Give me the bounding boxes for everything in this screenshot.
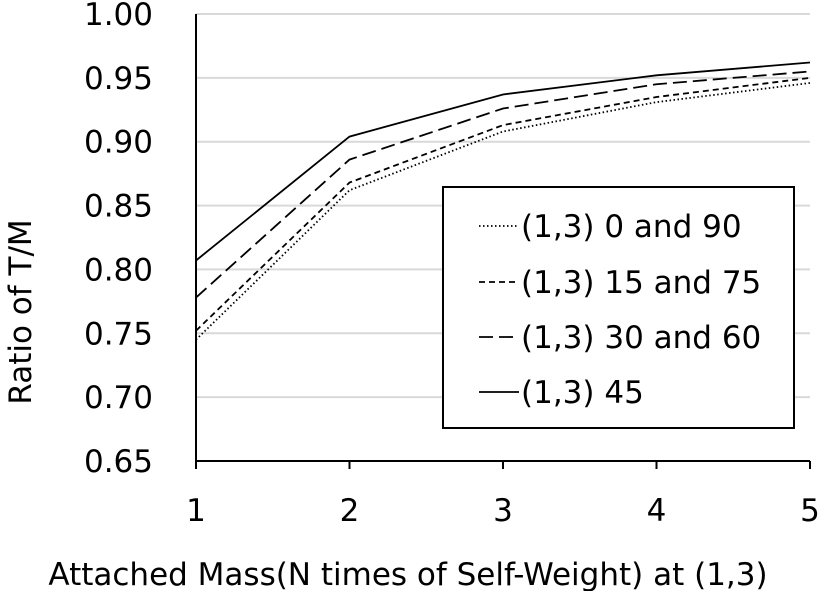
x-tick-label: 2 [340, 493, 360, 529]
x-axis-title: Attached Mass(N times of Self-Weight) at… [48, 557, 767, 591]
y-tick-label: 0.80 [84, 252, 153, 288]
tick-labels: 0.65 0.70 0.75 0.80 0.85 0.90 0.95 1.00 1 2 3 4 5 [84, 0, 820, 529]
legend-label: (1,3) 45 [521, 375, 644, 411]
y-tick-label: 0.95 [84, 61, 153, 97]
y-tick-label: 0.65 [84, 444, 153, 480]
legend-label: (1,3) 0 and 90 [521, 209, 742, 245]
y-tick-label: 1.00 [84, 0, 153, 33]
legend: (1,3) 0 and 90 (1,3) 15 and 75 (1,3) 30 an… [442, 186, 795, 429]
y-tick-label: 0.90 [84, 125, 153, 161]
y-tick-label: 0.85 [84, 189, 153, 225]
legend-label: (1,3) 15 and 75 [521, 265, 761, 301]
y-axis-title: Ratio of T/M [3, 219, 39, 404]
y-tick-label: 0.75 [84, 316, 153, 352]
y-tick-label: 0.70 [84, 380, 153, 416]
axes [195, 14, 811, 469]
legend-box [442, 186, 795, 429]
series-lines [195, 61, 811, 341]
x-tick-label: 3 [493, 493, 513, 529]
legend-label: (1,3) 30 and 60 [521, 320, 761, 356]
x-tick-label: 4 [647, 493, 667, 529]
x-tick-label: 1 [186, 493, 206, 529]
series-line-2 [195, 76, 811, 332]
x-tick-label: 5 [800, 493, 820, 529]
